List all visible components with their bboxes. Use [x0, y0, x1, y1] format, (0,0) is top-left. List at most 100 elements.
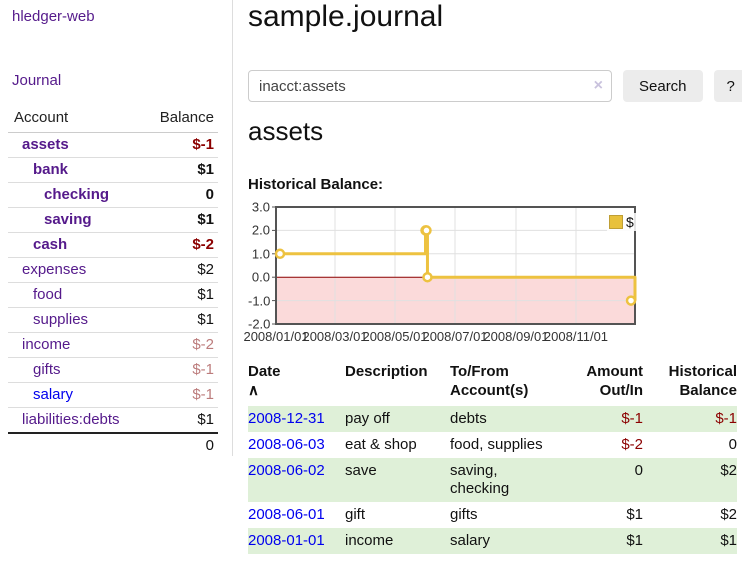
sidebar-account-balance: $-2	[138, 232, 218, 258]
transaction-amount-cell: $-1	[621, 410, 643, 427]
transaction-balance-cell: $-1	[715, 410, 737, 427]
chart-label: Historical Balance:	[248, 176, 384, 193]
transaction-balance-cell: $2	[720, 506, 737, 523]
sidebar-account-link[interactable]: supplies	[33, 311, 89, 328]
sidebar-account-link[interactable]: saving	[44, 211, 92, 228]
transaction-description-cell: gift	[345, 506, 366, 523]
sidebar-account-balance: $1	[138, 407, 218, 433]
sidebar-account-link[interactable]: food	[33, 286, 63, 303]
x-axis-tick-label: 2008/11/01	[543, 329, 609, 344]
accounts-table: Account Balance assets $-1 bank $1 checking 0…	[8, 106, 218, 458]
sidebar-account-link[interactable]: salary	[33, 386, 74, 403]
x-axis-tick-label: 2008/09/01	[483, 329, 549, 344]
y-axis-tick-label: 3.0	[251, 199, 270, 215]
legend-swatch-icon	[609, 215, 623, 229]
sidebar-account-balance: $1	[138, 307, 218, 333]
sidebar-account-row: income $-2	[8, 332, 218, 358]
transaction-description-cell: income	[345, 532, 394, 549]
sidebar-account-row: gifts $-1	[8, 357, 218, 383]
column-header-historical-balance: Historical Balance	[668, 363, 737, 399]
sidebar-account-link[interactable]: gifts	[33, 361, 61, 378]
page-title: sample.journal	[248, 0, 444, 33]
accounts-table-header: Account Balance	[8, 106, 218, 133]
column-header-description: Description	[345, 363, 428, 380]
search-box: ×	[248, 70, 612, 102]
column-header-amount: Amount Out/In	[586, 363, 643, 399]
help-button[interactable]: ?	[713, 70, 742, 102]
chart-legend: $	[607, 213, 636, 231]
search-form: × Search ?	[248, 70, 742, 102]
date-header-label: Date	[248, 363, 281, 380]
transaction-date-cell: 2008-06-02	[248, 458, 345, 502]
transaction-description-cell: save	[345, 462, 377, 479]
sidebar-account-row: cash $-2	[8, 232, 218, 258]
x-axis-tick-label: 2008/07/01	[422, 329, 488, 344]
transaction-row: 2008-12-31 pay off debts $-1 $-1	[248, 406, 737, 432]
transactions-table: Date ∧ Description To/From Account(s) Am…	[248, 358, 737, 554]
transaction-date-link[interactable]: 2008-06-03	[248, 436, 325, 453]
historical-balance-chart: 3.0 2.0 1.0 0.0 -1.0 -2.0 2008/01/01 2008/03/01…	[243, 199, 742, 350]
sidebar-account-row: food $1	[8, 282, 218, 308]
transaction-amount-cell: $-2	[621, 436, 643, 453]
transaction-row: 2008-06-02 save saving, checking 0 $2	[248, 458, 737, 502]
accounts-total-spacer	[8, 432, 138, 458]
y-axis-tick-label: 2.0	[251, 222, 270, 238]
transaction-date-cell: 2008-06-03	[248, 432, 345, 458]
sidebar-account-row: expenses $2	[8, 257, 218, 283]
transaction-amount-cell: $1	[626, 506, 643, 523]
brand-link[interactable]: hledger-web	[12, 8, 95, 25]
transaction-date-link[interactable]: 2008-06-02	[248, 462, 325, 479]
main-content: sample.journal × Search ? assets Histori…	[243, 0, 742, 582]
sidebar-account-row: saving $1	[8, 207, 218, 233]
sidebar-account-balance: $1	[138, 157, 218, 183]
x-axis-tick-label: 2008/03/01	[302, 329, 368, 344]
sidebar-account-row: liabilities:debts $1	[8, 407, 218, 433]
sidebar-account-link[interactable]: expenses	[22, 261, 87, 278]
transaction-date-cell: 2008-01-01	[248, 528, 345, 554]
accounts-total-value: 0	[138, 432, 218, 458]
transaction-accounts-cell: food, supplies	[450, 436, 543, 453]
sidebar-account-link[interactable]: income	[22, 336, 71, 353]
sidebar-account-link[interactable]: bank	[33, 161, 69, 178]
sidebar-account-balance: $1	[138, 207, 218, 233]
transaction-accounts-cell: debts	[450, 410, 487, 427]
x-axis-tick-label: 2008/05/01	[362, 329, 428, 344]
transaction-date-link[interactable]: 2008-12-31	[248, 410, 325, 427]
account-title: assets	[248, 116, 324, 146]
transaction-description-cell: eat & shop	[345, 436, 417, 453]
sidebar-account-balance: $-2	[138, 332, 218, 358]
sidebar-account-row: supplies $1	[8, 307, 218, 333]
y-axis-tick-label: -2.0	[248, 316, 271, 332]
sidebar-account-balance: 0	[138, 182, 218, 208]
transaction-description-cell: pay off	[345, 410, 390, 427]
transaction-date-link[interactable]: 2008-01-01	[248, 532, 325, 549]
sidebar-account-balance: $1	[138, 282, 218, 308]
transaction-date-cell: 2008-12-31	[248, 406, 345, 432]
sidebar-account-row: checking 0	[8, 182, 218, 208]
transaction-row: 2008-06-03 eat & shop food, supplies $-2 0	[248, 432, 737, 458]
search-button[interactable]: Search	[623, 70, 703, 102]
sidebar-account-link[interactable]: assets	[22, 136, 69, 153]
sidebar-account-link[interactable]: cash	[33, 236, 68, 253]
sidebar-account-row: bank $1	[8, 157, 218, 183]
y-axis-tick-label: 0.0	[251, 269, 270, 285]
column-header-to-from: To/From Account(s)	[450, 363, 529, 399]
chart-plot-area	[272, 206, 637, 325]
transaction-accounts-cell: gifts	[450, 506, 478, 523]
transaction-amount-cell: $1	[626, 532, 643, 549]
sidebar-account-balance: $2	[138, 257, 218, 283]
sidebar-account-balance: $-1	[192, 136, 214, 153]
clear-search-icon[interactable]: ×	[593, 77, 603, 94]
search-input[interactable]	[248, 70, 612, 102]
sidebar-account-link[interactable]: checking	[44, 186, 110, 203]
transaction-amount-cell: 0	[634, 462, 643, 479]
sort-ascending-icon: ∧	[248, 382, 259, 399]
y-axis-tick-label: 1.0	[251, 246, 270, 262]
sidebar-account-link[interactable]: liabilities:debts	[22, 411, 120, 428]
accounts-total-row: 0	[8, 432, 218, 458]
transaction-date-link[interactable]: 2008-06-01	[248, 506, 325, 523]
sidebar-item-journal[interactable]: Journal	[12, 72, 62, 89]
transactions-header-row: Date ∧ Description To/From Account(s) Am…	[248, 358, 737, 406]
y-axis-tick-label: -1.0	[248, 293, 271, 309]
column-header-date[interactable]: Date ∧	[248, 358, 345, 406]
